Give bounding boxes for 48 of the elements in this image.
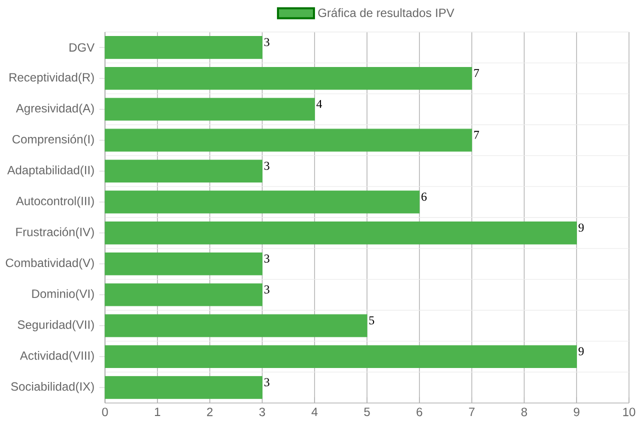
x-tick-label: 4 — [312, 408, 318, 416]
data-label: 3 — [264, 285, 270, 294]
bar — [104, 252, 262, 276]
y-tick-label: Comprensión(I) — [12, 134, 94, 146]
x-tick-label: 6 — [416, 408, 422, 416]
bar — [104, 128, 472, 152]
x-tick-label: 2 — [207, 408, 213, 416]
y-tick-label: Agresividad(A) — [16, 104, 94, 115]
data-label: 3 — [264, 378, 270, 386]
y-tick-label: Actividad(VIII) — [20, 351, 94, 362]
bar — [104, 376, 262, 399]
data-label: 9 — [578, 347, 584, 356]
bar — [104, 283, 262, 306]
y-tick-label: Dominio(VI) — [32, 289, 94, 300]
x-tick-label: 8 — [521, 408, 528, 416]
y-tick-label: Adaptabilidad(II) — [7, 166, 94, 177]
data-label: 3 — [264, 254, 270, 263]
legend-label: Gráfica de resultados IPV — [318, 8, 454, 18]
x-tick-label: 5 — [364, 408, 370, 416]
data-label: 7 — [474, 69, 480, 77]
bar — [104, 190, 420, 214]
x-tick-label: 9 — [574, 408, 580, 416]
x-tick-label: 3 — [259, 408, 266, 416]
y-tick-label: Sociabilidad(IX) — [11, 382, 94, 394]
y-tick-label: Autocontrol(III) — [16, 196, 94, 208]
x-tick-label: 10 — [623, 408, 636, 416]
bar — [104, 66, 472, 90]
y-tick-label: Receptividad(R) — [10, 72, 94, 84]
data-label: 9 — [578, 224, 584, 232]
y-tick-label: Combatividad(V) — [6, 258, 94, 270]
bar — [104, 36, 262, 59]
y-tick-label: Seguridad(VII) — [18, 320, 94, 332]
data-label: 7 — [474, 130, 480, 139]
bar — [104, 98, 315, 121]
bar — [104, 314, 368, 338]
x-tick-label: 1 — [154, 408, 160, 416]
data-label: 3 — [264, 38, 270, 46]
x-tick-label: 0 — [102, 408, 108, 416]
x-tick-label: 7 — [469, 408, 475, 416]
data-label: 3 — [264, 162, 270, 170]
data-label: 5 — [369, 316, 374, 324]
y-tick-label: DGV — [70, 43, 95, 52]
data-label: 6 — [422, 192, 427, 201]
bar — [104, 222, 577, 244]
bar — [104, 345, 577, 368]
bar — [104, 160, 262, 183]
y-tick-label: Frustración(IV) — [16, 227, 94, 239]
data-label: 4 — [316, 100, 322, 108]
